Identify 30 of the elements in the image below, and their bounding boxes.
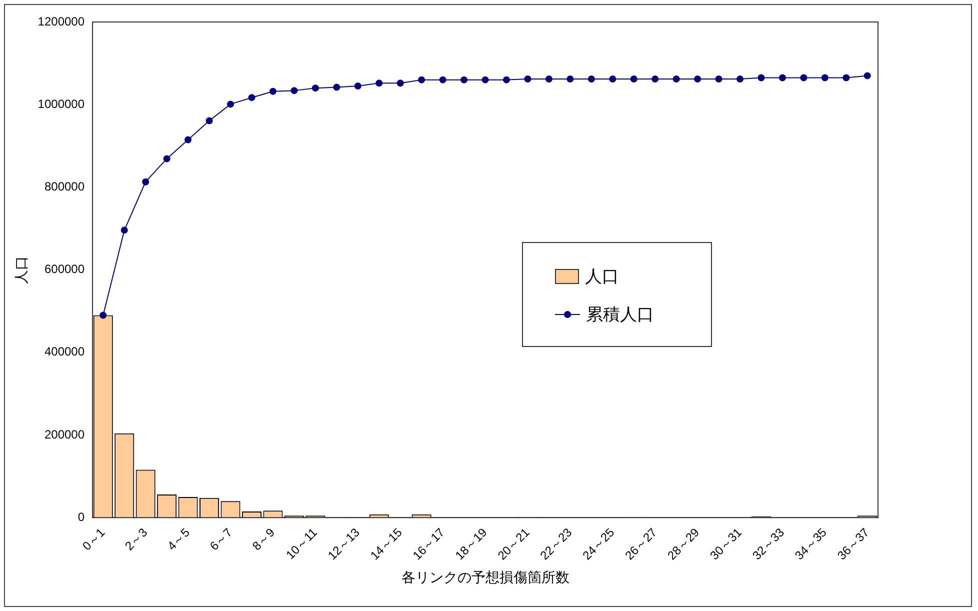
- y-tick-label: 1000000: [38, 96, 85, 111]
- legend-label: 累積人口: [586, 304, 654, 326]
- x-tick-label: 14～15: [368, 525, 406, 563]
- x-tick-label: 34～35: [792, 525, 830, 563]
- x-axis-title: 各リンクの予想損傷箇所数: [401, 570, 570, 586]
- y-tick-label: 800000: [44, 180, 85, 194]
- y-tick-label: 0: [78, 510, 85, 524]
- x-tick-label: 18～19: [452, 525, 490, 563]
- legend-label: 人口: [585, 266, 619, 288]
- x-tick-label: 6～7: [207, 525, 236, 554]
- x-tick-label: 26～27: [622, 525, 660, 563]
- x-tick-label: 12～13: [325, 525, 363, 563]
- x-tick-label: 36～37: [834, 525, 872, 563]
- y-axis-title: 人口: [14, 256, 30, 284]
- y-tick-label: 200000: [44, 427, 85, 442]
- x-tick-label: 10～11: [283, 525, 320, 562]
- x-tick-label: 32～33: [750, 525, 788, 563]
- x-tick-label: 24～25: [580, 525, 618, 563]
- x-tick-label: 20～21: [494, 525, 532, 563]
- x-tick-label: 0～1: [80, 525, 108, 554]
- x-tick-label: 30～31: [707, 525, 745, 563]
- x-tick-label: 22～23: [537, 525, 575, 563]
- x-tick-label: 8～9: [250, 525, 278, 554]
- y-tick-label: 1200000: [38, 14, 85, 28]
- y-tick-label: 400000: [44, 344, 85, 359]
- x-tick-label: 28～29: [664, 525, 702, 563]
- x-tick-label: 2～3: [122, 525, 150, 554]
- y-tick-label: 600000: [44, 262, 85, 276]
- x-tick-label: 16～17: [410, 525, 448, 563]
- x-tick-label: 4～5: [164, 525, 193, 554]
